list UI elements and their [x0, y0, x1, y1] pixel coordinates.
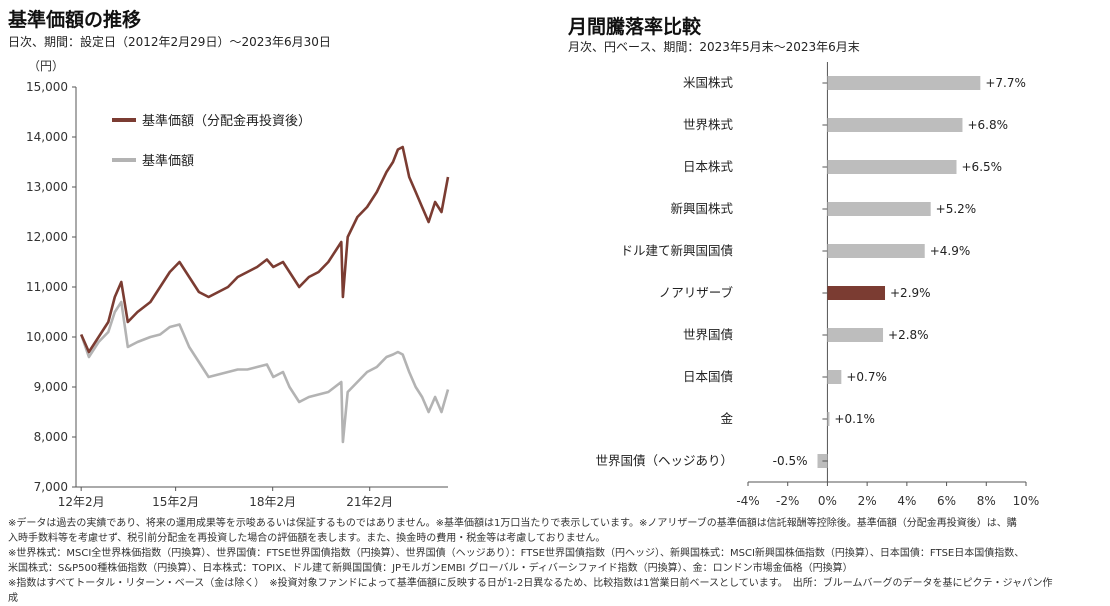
bar-x-tick-label: 2%	[858, 494, 877, 508]
bar-category-label: 世界国債	[683, 327, 733, 342]
x-tick-label: 18年2月	[249, 495, 296, 509]
bar-x-tick-label: 8%	[977, 494, 996, 508]
legend-label: 基準価額	[142, 153, 194, 169]
right-chart-title: 月間騰落率比較	[568, 16, 702, 38]
bar-value-label: +7.7%	[985, 76, 1026, 90]
footnotes: ※データは過去の実績であり、将来の運用成果等を示唆あるいは保証するものではありま…	[8, 516, 1106, 606]
bar-value-label: +0.7%	[846, 370, 887, 384]
bar	[827, 244, 925, 258]
series-line-reinvested	[80, 145, 450, 354]
legend-label: 基準価額（分配金再投資後）	[142, 113, 311, 129]
left-chart-subtitle: 日次、期間：設定日（2012年2月29日）～2023年6月30日	[8, 35, 331, 49]
bar-value-label: +4.9%	[930, 244, 971, 258]
footnote-line: ※世界株式：MSCI全世界株価指数（円換算）、世界国債：FTSE世界国債指数（円…	[8, 548, 1025, 559]
bar-category-label: 新興国株式	[670, 201, 733, 216]
bar-value-label: +0.1%	[834, 412, 875, 426]
bar	[827, 76, 981, 90]
footnote-line: 米国株式：S&P500種株価指数（円換算）、日本株式：TOPIX、ドル建て新興国…	[8, 563, 853, 574]
y-tick-label: 11,000	[26, 280, 68, 294]
bar	[827, 286, 886, 300]
bar-category-label: ドル建て新興国国債	[620, 243, 733, 258]
bar-category-label: 世界国債（ヘッジあり）	[595, 453, 733, 468]
footnote-line: 入時手数料等を考慮せず、税引前分配金を再投資した場合の評価額を表します。また、換…	[8, 533, 606, 544]
bar-value-label: +6.5%	[962, 160, 1003, 174]
bar-category-label: 日本株式	[683, 159, 734, 174]
x-tick-label: 15年2月	[152, 495, 199, 509]
footnote-line: ※データは過去の実績であり、将来の運用成果等を示唆あるいは保証するものではありま…	[8, 518, 1017, 529]
bar-x-tick-label: 6%	[937, 494, 956, 508]
footnote-line: 成	[8, 593, 18, 604]
bar	[827, 202, 931, 216]
bar-category-label: 米国株式	[683, 75, 734, 90]
bar-x-tick-label: 10%	[1013, 494, 1040, 508]
y-axis-unit: （円）	[28, 59, 64, 73]
bar-category-label: 世界株式	[683, 117, 734, 132]
bar	[827, 370, 842, 384]
bar-x-tick-label: -2%	[776, 494, 799, 508]
left-chart-title: 基準価額の推移	[8, 9, 142, 31]
y-tick-label: 14,000	[26, 130, 68, 144]
x-tick-label: 21年2月	[346, 495, 393, 509]
bar	[827, 118, 963, 132]
bar-value-label: +2.8%	[888, 328, 929, 342]
bar-value-label: +6.8%	[967, 118, 1008, 132]
bar	[827, 412, 830, 426]
bar-category-label: ノアリザーブ	[659, 285, 734, 300]
footnote-line: ※指数はすべてトータル・リターン・ベース（金は除く） ※投資対象ファンドによって…	[8, 578, 1053, 589]
bar-category-label: 日本国債	[683, 369, 733, 384]
y-tick-label: 10,000	[26, 330, 68, 344]
bar-value-label: +5.2%	[936, 202, 977, 216]
bar-value-label: +2.9%	[890, 286, 931, 300]
y-tick-label: 15,000	[26, 80, 68, 94]
bar-category-label: 金	[720, 411, 733, 426]
y-tick-label: 9,000	[34, 380, 68, 394]
right-chart-subtitle: 月次、円ベース、期間：2023年5月末～2023年6月末	[568, 40, 860, 54]
y-tick-label: 7,000	[34, 480, 68, 494]
x-tick-label: 12年2月	[58, 495, 105, 509]
y-tick-label: 13,000	[26, 180, 68, 194]
bar	[827, 160, 957, 174]
bar-value-label: -0.5%	[773, 454, 808, 468]
bar-x-tick-label: -4%	[736, 494, 759, 508]
bar-x-tick-label: 0%	[818, 494, 837, 508]
y-tick-label: 12,000	[26, 230, 68, 244]
y-tick-label: 8,000	[34, 430, 68, 444]
series-line-nav	[79, 300, 450, 444]
bar	[827, 328, 884, 342]
bar-x-tick-label: 4%	[897, 494, 916, 508]
